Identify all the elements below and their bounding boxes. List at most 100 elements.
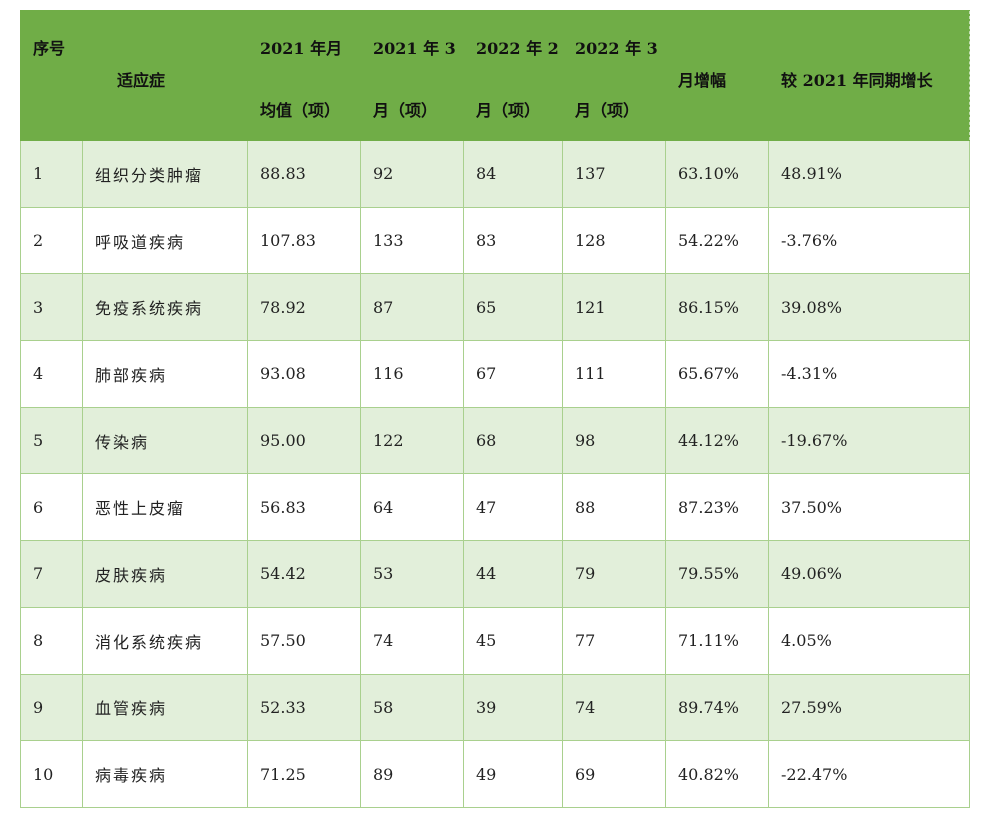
table-cell: 79.55%: [665, 540, 769, 608]
table-cell: 68: [463, 406, 563, 475]
table-row: 6 恶性上皮瘤 56.83 64 47 88 87.23% 37.50%: [20, 473, 970, 542]
table-cell: 27.59%: [768, 673, 970, 742]
table-cell: 传染病: [82, 406, 248, 475]
header-label: 月（项）: [476, 101, 541, 120]
table-cell: 45: [463, 606, 563, 675]
table-cell: 63.10%: [665, 140, 769, 208]
table-cell: 65.67%: [665, 340, 769, 408]
table-cell: 4: [20, 340, 83, 408]
column-header: 较 2021 年同期增长: [768, 10, 970, 141]
table-cell: 67: [463, 340, 563, 408]
table-row: 9 血管疾病 52.33 58 39 74 89.74% 27.59%: [20, 673, 970, 742]
table-cell: 6: [20, 473, 83, 542]
table-cell: 87: [360, 273, 464, 342]
table-cell: 74: [562, 673, 666, 742]
table-cell: 116: [360, 340, 464, 408]
table-cell: 128: [562, 206, 666, 275]
table-cell: 133: [360, 206, 464, 275]
header-label: 均值（项）: [260, 101, 341, 120]
data-table: 序号 适应症 2021 年月 均值（项） 2021 年 3 月（项） 2022 年 2 月（项…: [20, 10, 970, 808]
table-cell: 8: [20, 606, 83, 675]
table-cell: 48.91%: [768, 140, 970, 208]
header-label: 月增幅: [678, 71, 727, 90]
table-cell: 免疫系统疾病: [82, 273, 248, 342]
table-cell: 5: [20, 406, 83, 475]
table-cell: 47: [463, 473, 563, 542]
table-cell: 89: [360, 740, 464, 808]
table-cell: 1: [20, 140, 83, 208]
header-label: 月（项）: [373, 101, 438, 120]
column-header: 序号: [20, 10, 83, 141]
table-cell: 49.06%: [768, 540, 970, 608]
column-header: 2021 年 3 月（项）: [360, 10, 464, 141]
table-cell: 53: [360, 540, 464, 608]
table-cell: 消化系统疾病: [82, 606, 248, 675]
header-label: 2022 年 2: [476, 39, 559, 58]
table-cell: 71.11%: [665, 606, 769, 675]
table-cell: -22.47%: [768, 740, 970, 808]
table-cell: 10: [20, 740, 83, 808]
table-cell: 37.50%: [768, 473, 970, 542]
table-cell: 89.74%: [665, 673, 769, 742]
table-cell: 血管疾病: [82, 673, 248, 742]
table-cell: -3.76%: [768, 206, 970, 275]
table-cell: 9: [20, 673, 83, 742]
column-header: 适应症: [82, 10, 248, 141]
table-cell: 77: [562, 606, 666, 675]
table-cell: 皮肤疾病: [82, 540, 248, 608]
table-cell: 65: [463, 273, 563, 342]
table-row: 7 皮肤疾病 54.42 53 44 79 79.55% 49.06%: [20, 540, 970, 608]
table-cell: 83: [463, 206, 563, 275]
table-cell: 40.82%: [665, 740, 769, 808]
table-cell: 64: [360, 473, 464, 542]
header-row: 序号 适应症 2021 年月 均值（项） 2021 年 3 月（项） 2022 年 2 月（项…: [20, 10, 970, 141]
table-cell: 4.05%: [768, 606, 970, 675]
table-cell: 39.08%: [768, 273, 970, 342]
table-cell: 88: [562, 473, 666, 542]
table-row: 3 免疫系统疾病 78.92 87 65 121 86.15% 39.08%: [20, 273, 970, 342]
table-cell: 87.23%: [665, 473, 769, 542]
header-label: 序号: [33, 39, 66, 58]
table-cell: 2: [20, 206, 83, 275]
table-cell: 78.92: [247, 273, 361, 342]
table-cell: 肺部疾病: [82, 340, 248, 408]
table-row: 10 病毒疾病 71.25 89 49 69 40.82% -22.47%: [20, 740, 970, 808]
table-cell: 恶性上皮瘤: [82, 473, 248, 542]
table-cell: 95.00: [247, 406, 361, 475]
table-cell: 49: [463, 740, 563, 808]
column-header: 2022 年 2 月（项）: [463, 10, 563, 141]
table-cell: 71.25: [247, 740, 361, 808]
table-cell: 58: [360, 673, 464, 742]
table-cell: -19.67%: [768, 406, 970, 475]
table-cell: 121: [562, 273, 666, 342]
table-cell: 44: [463, 540, 563, 608]
table-cell: 86.15%: [665, 273, 769, 342]
table-cell: 69: [562, 740, 666, 808]
table-cell: 79: [562, 540, 666, 608]
header-label: 2022 年 3: [575, 39, 658, 58]
table-row: 4 肺部疾病 93.08 116 67 111 65.67% -4.31%: [20, 340, 970, 408]
table-cell: 54.22%: [665, 206, 769, 275]
table-row: 8 消化系统疾病 57.50 74 45 77 71.11% 4.05%: [20, 606, 970, 675]
column-header: 2021 年月 均值（项）: [247, 10, 361, 141]
header-label: 2021 年月: [260, 39, 343, 58]
table-cell: 84: [463, 140, 563, 208]
table-cell: 93.08: [247, 340, 361, 408]
table-cell: 57.50: [247, 606, 361, 675]
table-cell: 92: [360, 140, 464, 208]
header-label: 2021 年 3: [373, 39, 456, 58]
table-cell: 病毒疾病: [82, 740, 248, 808]
table-cell: 122: [360, 406, 464, 475]
column-header: 月增幅: [665, 10, 769, 141]
header-label: 月（项）: [575, 101, 640, 120]
header-label: 较 2021 年同期增长: [781, 71, 933, 90]
table-cell: 7: [20, 540, 83, 608]
table-cell: 107.83: [247, 206, 361, 275]
table-cell: 111: [562, 340, 666, 408]
table-cell: 137: [562, 140, 666, 208]
table-cell: 98: [562, 406, 666, 475]
table-cell: 74: [360, 606, 464, 675]
table-row: 2 呼吸道疾病 107.83 133 83 128 54.22% -3.76%: [20, 206, 970, 275]
table-cell: 88.83: [247, 140, 361, 208]
table-cell: 56.83: [247, 473, 361, 542]
